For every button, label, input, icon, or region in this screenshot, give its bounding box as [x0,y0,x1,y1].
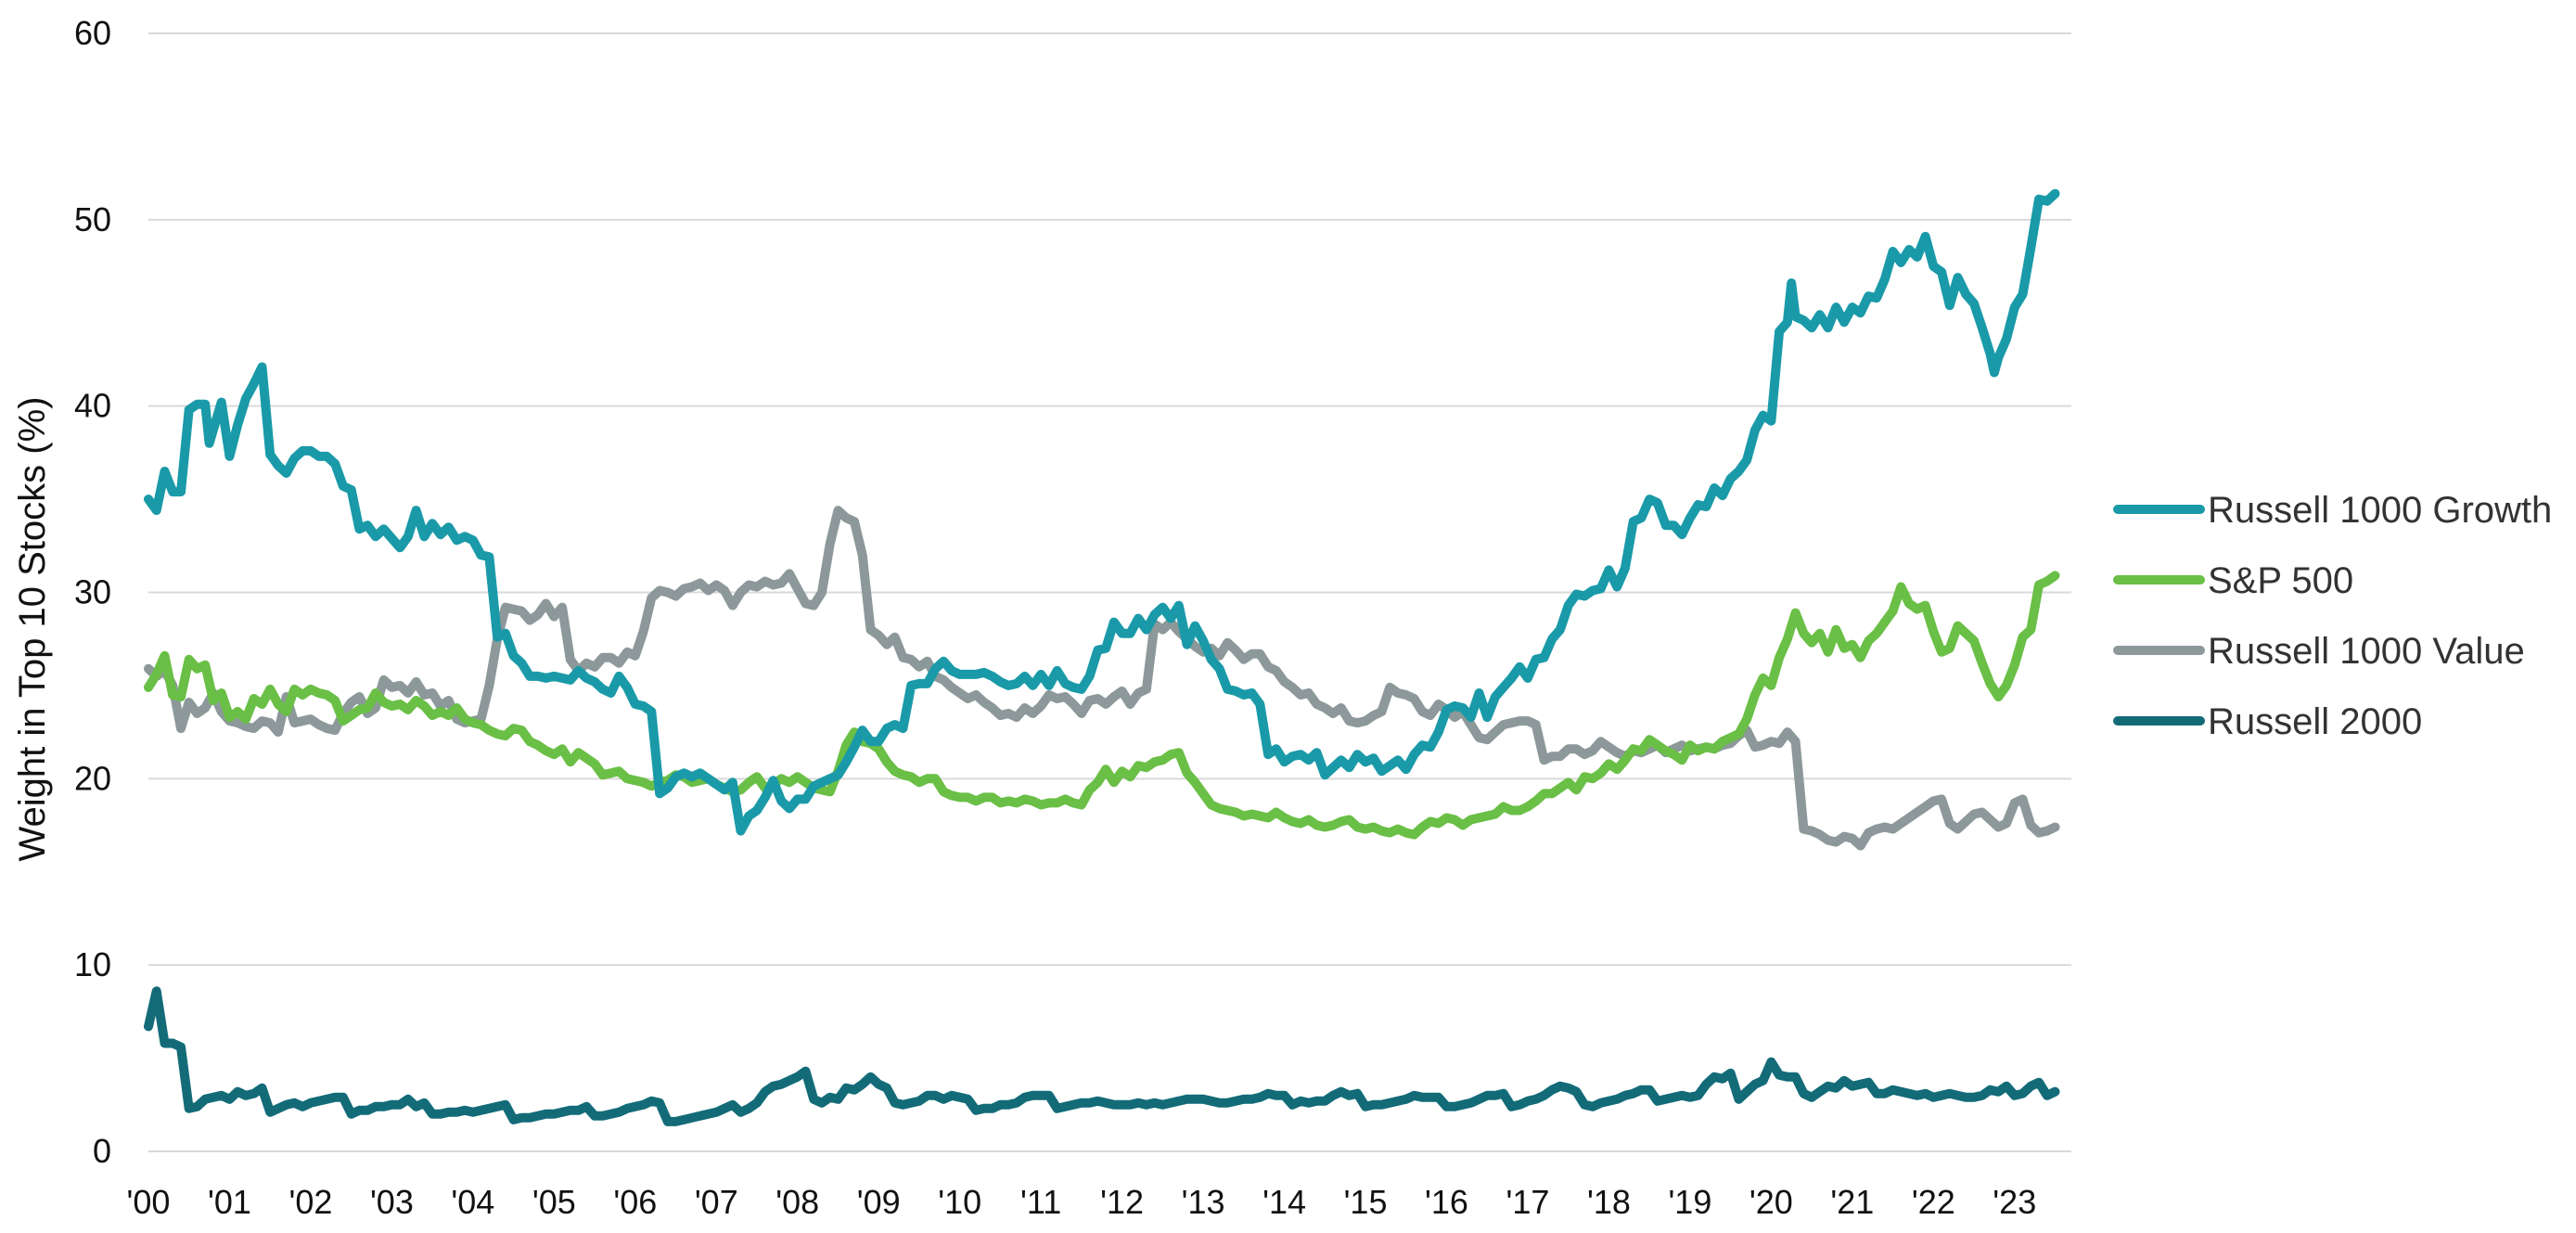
y-tick-label: 20 [74,759,111,797]
x-tick-label: '02 [288,1183,332,1221]
x-tick-label: '09 [857,1183,901,1221]
y-tick-label: 60 [74,14,111,52]
legend-label: Russell 1000 Growth [2208,490,2552,531]
x-tick-label: '11 [1020,1183,1061,1221]
x-tick-label: '06 [613,1183,657,1221]
legend-label: Russell 1000 Value [2208,631,2525,672]
x-tick-label: '20 [1749,1183,1793,1221]
x-axis-ticks: '00 '01 '02 '03 '04 '05 '06 '07 '08 '09 '10 '11 '12 '… [127,1183,2037,1221]
x-tick-label: '19 [1668,1183,1711,1221]
x-tick-label: '16 [1425,1183,1468,1221]
x-tick-label: '21 [1830,1183,1874,1221]
legend-item: S&P 500 [2113,560,2353,601]
x-tick-label: '04 [451,1183,494,1221]
series-line-russell-1000-growth [144,188,2060,836]
x-tick-label: '14 [1262,1183,1306,1221]
x-tick-label: '17 [1506,1183,1550,1221]
x-tick-label: '22 [1912,1183,1955,1221]
y-axis-ticks: 0 10 20 30 40 50 60 [74,14,111,1170]
x-tick-label: '18 [1587,1183,1631,1221]
y-tick-label: 30 [74,573,111,611]
series-lines [144,188,2060,1126]
x-tick-label: '13 [1182,1183,1225,1221]
y-tick-label: 50 [74,200,111,238]
legend-item: Russell 2000 [2113,701,2422,742]
series-line-s-p-500 [144,571,2060,840]
series-line-russell-2000 [144,986,2060,1126]
x-tick-label: '23 [1993,1183,2036,1221]
x-tick-label: '15 [1344,1183,1388,1221]
y-tick-label: 10 [74,945,111,983]
legend: Russell 1000 Growth S&P 500 Russell 1000 V… [2113,490,2552,742]
legend-item: Russell 1000 Growth [2113,490,2552,531]
legend-label: Russell 2000 [2208,701,2422,742]
legend-label: S&P 500 [2208,560,2353,601]
x-tick-label: '05 [532,1183,576,1221]
x-tick-label: '12 [1100,1183,1144,1221]
legend-item: Russell 1000 Value [2113,631,2525,672]
gridlines [148,32,2071,1152]
x-tick-label: '10 [938,1183,981,1221]
x-tick-label: '08 [775,1183,819,1221]
y-tick-label: 40 [74,387,111,425]
x-tick-label: '01 [208,1183,251,1221]
x-tick-label: '07 [695,1183,738,1221]
y-tick-label: 0 [93,1132,111,1170]
x-tick-label: '03 [370,1183,414,1221]
y-axis-title: Weight in Top 10 Stocks (%) [12,397,53,862]
x-tick-label: '00 [127,1183,171,1221]
